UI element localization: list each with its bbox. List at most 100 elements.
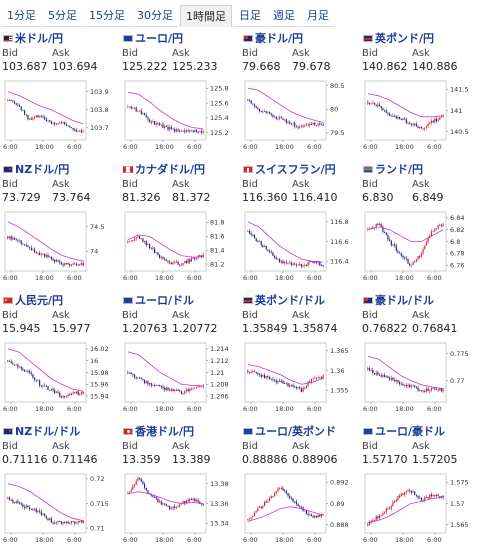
mini-chart[interactable]: 116.8 116.6 116.4 6:00 18:00 6:00 (242, 207, 352, 283)
timeframe-tab[interactable]: 5分足 (43, 5, 82, 27)
rate-card[interactable]: 英ポンド/ドル Bid Ask 1.35849 1.35874 1.365 1.36 1.35… (240, 292, 352, 415)
moving-average-line (127, 234, 204, 258)
timeframe-tab[interactable]: 1時間足 (180, 5, 232, 27)
candle (289, 495, 291, 498)
candle (184, 501, 186, 504)
pair-name-link[interactable]: ランド/円 (375, 163, 424, 176)
candle (275, 380, 277, 383)
candle (157, 498, 159, 503)
rate-card-header[interactable]: NZドル/円 (0, 161, 112, 177)
rate-card-header[interactable]: ユーロ/豪ドル (360, 423, 472, 439)
rate-card-header[interactable]: ランド/円 (360, 161, 472, 177)
candle (25, 244, 27, 246)
mini-chart[interactable]: 103.9 103.8 103.7 6:00 18:00 6:00 (2, 76, 112, 152)
rate-card-header[interactable]: 米ドル/円 (0, 30, 112, 46)
rate-card[interactable]: 香港ドル/円 Bid Ask 13.359 13.389 13.38 13.36 13.34 6… (120, 423, 232, 546)
rate-card[interactable]: スイスフラン/円 Bid Ask 116.360 116.410 116.8 116.6 11… (240, 161, 352, 284)
candle (409, 490, 411, 492)
candle (35, 379, 37, 381)
mini-chart[interactable]: 0.72 0.715 0.71 6:00 18:00 6:00 (2, 469, 112, 545)
candle (300, 388, 302, 392)
rate-card-header[interactable]: ユーロ/英ポンド (240, 423, 352, 439)
rate-card[interactable]: 英ポンド/円 Bid Ask 140.862 140.886 141.5 141 140.5 6… (360, 30, 472, 153)
mini-chart[interactable]: 1.365 1.36 1.355 6:00 18:00 6:00 (242, 338, 352, 414)
rate-card[interactable]: ユーロ/豪ドル Bid Ask 1.57170 1.57205 1.575 1.57 1.56… (360, 423, 472, 546)
mini-chart[interactable]: 6.84 6.82 6.8 6.78 6.76 6:00 18:00 6:00 (362, 207, 472, 283)
mini-chart[interactable]: 0.892 0.89 0.888 6:00 18:00 6:00 (242, 469, 352, 545)
pair-name-link[interactable]: ユーロ/豪ドル (375, 425, 446, 438)
pair-name-link[interactable]: ユーロ/ドル (135, 294, 195, 307)
mini-chart[interactable]: 16.02 16 15.98 15.96 15.94 6:00 18:00 6:00 (2, 338, 112, 414)
rate-card[interactable]: 人民元/円 Bid Ask 15.945 15.977 16.02 16 15.98 15.96… (0, 292, 112, 415)
timeframe-tab[interactable]: 1分足 (2, 5, 41, 27)
candle (395, 116, 397, 119)
rate-card-header[interactable]: 人民元/円 (0, 292, 112, 308)
mini-chart[interactable]: 141.5 141 140.5 6:00 18:00 6:00 (362, 76, 472, 152)
pair-name-link[interactable]: ユーロ/英ポンド (255, 425, 337, 438)
candle (430, 494, 433, 497)
pair-name-link[interactable]: 英ポンド/円 (375, 32, 435, 45)
rate-card-header[interactable]: ユーロ/円 (120, 30, 232, 46)
candle (270, 496, 272, 499)
candle (300, 264, 302, 267)
pair-name-link[interactable]: 人民元/円 (15, 294, 64, 307)
mini-chart[interactable]: 0.775 0.77 6:00 18:00 6:00 (362, 338, 472, 414)
timeframe-tab[interactable]: 日足 (234, 5, 266, 27)
rate-card[interactable]: ユーロ/ドル Bid Ask 1.20763 1.20772 1.214 1.212 1.21… (120, 292, 232, 415)
candle (285, 262, 287, 264)
candle (397, 250, 399, 253)
rate-card[interactable]: カナダドル/円 Bid Ask 81.326 81.372 81.8 81.6 81.4 81.… (120, 161, 232, 284)
mini-chart[interactable]: 74.5 74 6:00 18:00 6:00 (2, 207, 112, 283)
pair-name-link[interactable]: 英ポンド/ドル (255, 294, 326, 307)
pair-name-link[interactable]: 豪ドル/円 (255, 32, 304, 45)
rate-card-header[interactable]: 豪ドル/円 (240, 30, 352, 46)
timeframe-tab[interactable]: 30分足 (132, 5, 178, 27)
rate-card-header[interactable]: スイスフラン/円 (240, 161, 352, 177)
rate-card-header[interactable]: NZドル/ドル (0, 423, 112, 439)
rate-card[interactable]: ランド/円 Bid Ask 6.830 6.849 6.84 6.82 6.8 6.78 6.76… (360, 161, 472, 284)
mini-chart[interactable]: 80.5 80 79.5 6:00 18:00 6:00 (242, 76, 352, 152)
pair-name-link[interactable]: 米ドル/円 (15, 32, 64, 45)
candle (152, 121, 154, 123)
mini-chart[interactable]: 1.214 1.212 1.21 1.208 1.206 6:00 18:00 6:00 (122, 338, 232, 414)
mini-chart[interactable]: 13.38 13.36 13.34 6:00 18:00 6:00 (122, 469, 232, 545)
candle (435, 228, 438, 229)
bid-label: Bid (242, 310, 258, 321)
pair-name-link[interactable]: 香港ドル/円 (135, 425, 195, 438)
rate-card-header[interactable]: ユーロ/ドル (120, 292, 232, 308)
ask-label: Ask (292, 179, 310, 190)
rate-card-header[interactable]: カナダドル/円 (120, 161, 232, 177)
pair-name-link[interactable]: NZドル/ドル (15, 425, 81, 438)
x-tick-label: 6:00 (243, 536, 258, 544)
pair-name-link[interactable]: スイスフラン/円 (255, 163, 336, 176)
rate-card[interactable]: 豪ドル/円 Bid Ask 79.668 79.678 80.5 80 79.5 6:00 18:… (240, 30, 352, 153)
candle (42, 385, 44, 387)
rate-card[interactable]: 豪ドル/ドル Bid Ask 0.76822 0.76841 0.775 0.77 6:00 1… (360, 292, 472, 415)
candle (289, 262, 291, 264)
timeframe-tab[interactable]: 月足 (302, 5, 334, 27)
pair-name-link[interactable]: NZドル/円 (15, 163, 70, 176)
rate-card[interactable]: ユーロ/円 Bid Ask 125.222 125.233 125.8 125.6 125.4… (120, 30, 232, 153)
pair-name-link[interactable]: カナダドル/円 (135, 163, 206, 176)
pair-name-link[interactable]: ユーロ/円 (135, 32, 184, 45)
timeframe-tab[interactable]: 週足 (268, 5, 300, 27)
mini-chart[interactable]: 125.8 125.6 125.4 125.2 6:00 18:00 6:00 (122, 76, 232, 152)
pair-name-link[interactable]: 豪ドル/ドル (375, 294, 435, 307)
mini-chart[interactable]: 81.8 81.6 81.4 81.2 6:00 18:00 6:00 (122, 207, 232, 283)
ca-jp-flag-icon (123, 165, 133, 173)
candle (262, 505, 264, 508)
rate-card[interactable]: NZドル/円 Bid Ask 73.729 73.764 74.5 74 6:00 18:00 6… (0, 161, 112, 284)
candle (270, 379, 272, 381)
rate-card[interactable]: NZドル/ドル Bid Ask 0.71116 0.71146 0.72 0.715 0.71… (0, 423, 112, 546)
rate-card-header[interactable]: 香港ドル/円 (120, 423, 232, 439)
rate-card[interactable]: ユーロ/英ポンド Bid Ask 0.88886 0.88906 0.892 0.89 0.8… (240, 423, 352, 546)
candle (18, 105, 21, 108)
timeframe-tab[interactable]: 15分足 (84, 5, 130, 27)
rate-card[interactable]: 米ドル/円 Bid Ask 103.687 103.694 103.9 103.8 103.7… (0, 30, 112, 153)
mini-chart[interactable]: 1.575 1.57 1.565 6:00 18:00 6:00 (362, 469, 472, 545)
rate-card-header[interactable]: 英ポンド/ドル (240, 292, 352, 308)
rate-card-header[interactable]: 英ポンド/円 (360, 30, 472, 46)
y-tick-label: 0.71 (90, 524, 104, 532)
candle (399, 252, 401, 254)
rate-card-header[interactable]: 豪ドル/ドル (360, 292, 472, 308)
